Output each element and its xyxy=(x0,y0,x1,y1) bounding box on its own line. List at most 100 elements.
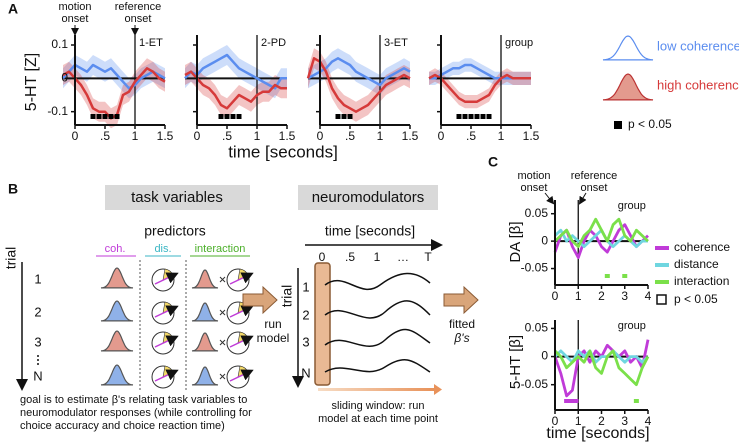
significance-marker xyxy=(622,274,628,278)
y-axis-label: DA [β] xyxy=(507,221,524,262)
significance-marker xyxy=(96,114,102,119)
box-title: task variables xyxy=(131,189,223,206)
header-box xyxy=(105,185,250,210)
significance-marker xyxy=(486,114,492,119)
series-line xyxy=(554,217,649,248)
chart-title: group xyxy=(618,200,646,212)
significance-marker xyxy=(347,114,353,119)
ellipsis-dot xyxy=(37,363,39,365)
y-axis-label: 5-HT [Z] xyxy=(23,53,40,111)
tick-label: 1 xyxy=(374,250,381,264)
icon-times xyxy=(219,276,226,283)
legend-label: p < 0.05 xyxy=(628,117,672,131)
legend-label: interaction xyxy=(674,274,729,288)
caption: model at each time point xyxy=(318,413,438,425)
annotation: onset xyxy=(581,182,608,194)
ellipsis-dot xyxy=(37,355,39,357)
icon-bell xyxy=(100,330,134,352)
window-arrow xyxy=(318,388,434,391)
icon-dial xyxy=(154,272,179,285)
flow-arrow xyxy=(443,285,479,315)
ellipsis-dot xyxy=(37,359,39,361)
icon-dial xyxy=(229,369,254,382)
legend-label: high coherence xyxy=(657,77,739,92)
x-tick-label: 1.5 xyxy=(157,129,174,143)
trace xyxy=(324,328,431,347)
x-axis-label: time [seconds] xyxy=(546,425,649,442)
series-line xyxy=(184,53,287,90)
heading: predictors xyxy=(144,223,205,239)
significance-marker xyxy=(224,114,230,119)
trace xyxy=(324,272,431,291)
legend-label: coherence xyxy=(674,240,730,254)
predictor-name: coh. xyxy=(105,243,126,255)
predictor-name: dis. xyxy=(154,243,171,255)
flow-arrow xyxy=(242,285,278,315)
chart-title: 3-ET xyxy=(384,37,408,49)
annotation: motion xyxy=(58,1,91,13)
sliding-window xyxy=(314,262,331,386)
significance-marker xyxy=(462,114,468,119)
trial-number: 2 xyxy=(302,307,309,322)
panel-label: B xyxy=(8,181,18,197)
icon-bell xyxy=(191,302,219,322)
arrow-label: β's xyxy=(453,331,469,345)
arrow-label: fitted xyxy=(449,317,475,331)
x-tick-label: 2 xyxy=(598,289,605,303)
series-line xyxy=(554,349,649,364)
annotation: onset xyxy=(521,182,548,194)
significance-marker xyxy=(341,114,347,119)
x-tick-label: 0 xyxy=(317,129,324,143)
predictor-name: interaction xyxy=(195,243,246,255)
series-line xyxy=(554,349,650,387)
caption: neuromodulator responses (while controll… xyxy=(20,407,252,419)
icon-dial xyxy=(154,305,179,318)
x-tick-label: 1 xyxy=(575,414,582,428)
legend-label: p < 0.05 xyxy=(674,292,718,306)
axis-label: trial xyxy=(3,247,19,270)
panel-label: C xyxy=(488,154,498,170)
series-line xyxy=(306,57,411,113)
error-band xyxy=(63,55,165,99)
chart-title: 2-PD xyxy=(261,37,286,49)
significance-marker xyxy=(456,114,462,119)
x-tick-label: 1 xyxy=(575,289,582,303)
y-tick-label: -0.05 xyxy=(521,377,549,391)
legend-label: low coherence xyxy=(657,38,739,53)
box-title: neuromodulators xyxy=(312,189,425,206)
trace xyxy=(324,300,431,319)
y-tick-label: 0.1 xyxy=(51,37,68,51)
trial-number: 1 xyxy=(34,271,41,286)
caption: sliding window: run xyxy=(332,400,425,412)
x-tick-label: 4 xyxy=(645,289,652,303)
significance-marker xyxy=(114,114,120,119)
icon-bell xyxy=(191,366,219,386)
trial-number: 1 xyxy=(302,279,309,294)
x-tick-label: 0 xyxy=(438,129,445,143)
x-tick-label: 1.5 xyxy=(402,129,419,143)
chart-title: group xyxy=(505,37,533,49)
error-band xyxy=(185,61,287,119)
significance-marker xyxy=(604,274,610,278)
arrow-label: model xyxy=(257,331,290,345)
annotation-arrow xyxy=(578,192,587,205)
series-line xyxy=(184,70,287,110)
significance-marker xyxy=(480,114,486,119)
x-tick-label: 1 xyxy=(132,129,139,143)
icon-bell xyxy=(100,267,134,289)
legend-label: distance xyxy=(674,257,719,271)
annotation: reference xyxy=(571,170,617,182)
significance-marker xyxy=(218,114,224,119)
annotation: onset xyxy=(125,13,152,25)
x-tick-label: 1.5 xyxy=(279,129,296,143)
trial-number: 2 xyxy=(34,304,41,319)
series-line xyxy=(62,67,166,120)
error-band xyxy=(185,45,287,99)
icon-bell xyxy=(100,300,134,322)
legend-swatch xyxy=(656,294,667,305)
series-line xyxy=(553,339,650,398)
significance-marker xyxy=(236,114,242,119)
icon-dial xyxy=(229,305,254,318)
series-line xyxy=(428,73,531,103)
x-tick-label: 0 xyxy=(552,289,559,303)
